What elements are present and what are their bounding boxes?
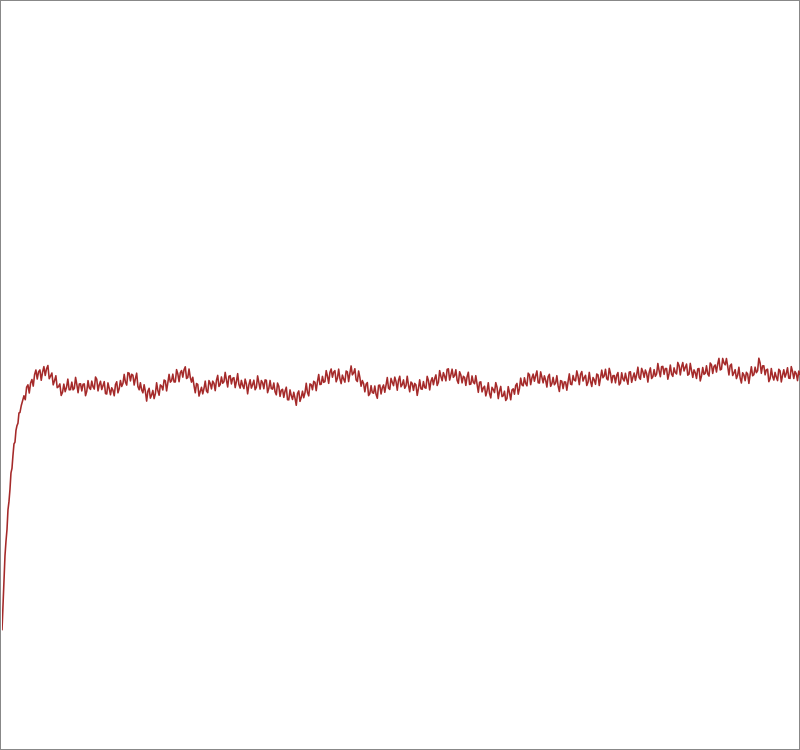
series-line-0 <box>2 357 800 631</box>
series-layer <box>2 357 800 631</box>
